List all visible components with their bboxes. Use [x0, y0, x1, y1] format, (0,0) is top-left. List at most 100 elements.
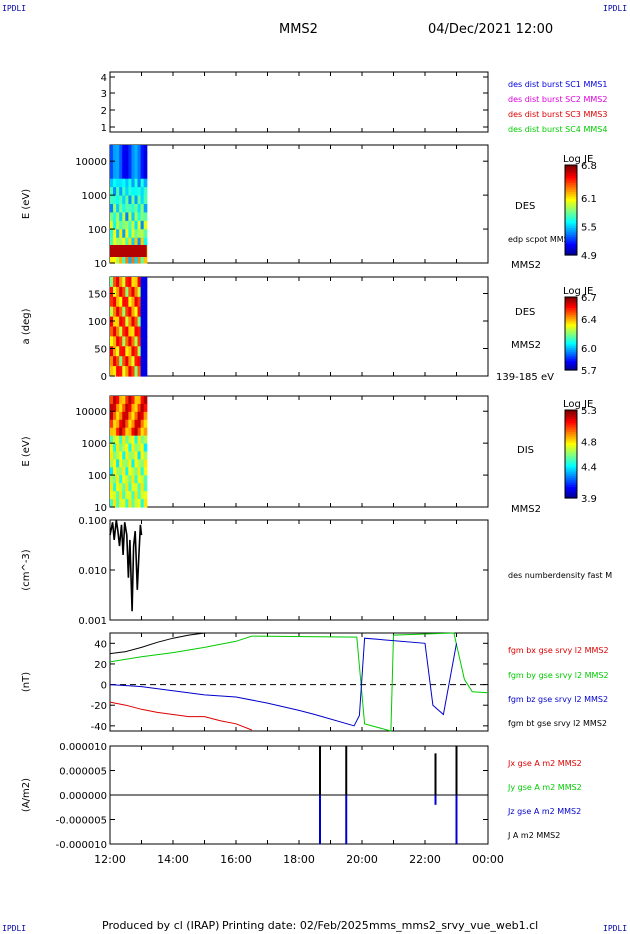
des-energy-panel-colorbar-cell [565, 205, 577, 209]
dis-energy-panel-cell [128, 459, 133, 468]
des-pitch-panel-cell [119, 306, 123, 318]
des-pitch-panel-colorbar-cell [565, 366, 577, 369]
dis-energy-panel-cell [143, 499, 148, 508]
des-energy-panel-cell [119, 254, 123, 264]
bx-series-line [109, 701, 252, 731]
dis-energy-panel-cell [140, 467, 145, 476]
des-pitch-panel-cell [116, 346, 120, 357]
spacecraft-title: MMS2 [279, 22, 318, 37]
dis-energy-panel-cell [125, 475, 129, 484]
dis-energy-panel-colorbar-cell [565, 443, 577, 446]
des-pitch-panel-cell [143, 336, 148, 347]
des-pitch-panel-cell [131, 356, 136, 367]
des-energy-panel-colorbar-cell [565, 230, 577, 234]
dis-energy-panel-cell [125, 427, 129, 437]
des-energy-panel-colorbar-cell [565, 183, 577, 186]
des-pitch-panel-cell [134, 286, 139, 298]
des-pitch-panel-cell [122, 326, 126, 337]
des-energy-panel-cell [116, 204, 120, 214]
des-pitch-panel-cell [128, 306, 133, 318]
des-pitch-panel-colorbar-cell [565, 342, 577, 346]
des-energy-panel-cell [143, 195, 148, 205]
dis-energy-panel-cell [122, 435, 126, 445]
dis-energy-panel-frame [109, 395, 489, 508]
des-energy-panel-cell [128, 161, 133, 171]
des-pitch-panel-cell [110, 286, 114, 298]
des-energy-panel-cell [119, 153, 123, 163]
des-energy-panel-cell [143, 170, 148, 180]
des-energy-panel-cell [134, 195, 139, 205]
des-energy-panel-y-tick-label: 100 [88, 225, 107, 236]
des-energy-panel-cell [128, 204, 133, 214]
des-pitch-panel-colorbar-cell [565, 311, 577, 315]
des-energy-panel-colorbar-tick-label: 4.9 [581, 251, 597, 262]
corner-mark-br: IPDLI [603, 924, 628, 933]
current-panel-y-tick-label: -0.000005 [56, 816, 107, 827]
dis-energy-panel-cell [131, 419, 136, 429]
dis-energy-panel-colorbar-title: Log JE [563, 399, 593, 410]
des-energy-panel-cell [128, 212, 133, 222]
dis-energy-panel-colorbar-cell [565, 414, 577, 418]
des-energy-panel-cell [122, 220, 126, 230]
current-panel-x-tick-label: 20:00 [346, 853, 378, 866]
dis-energy-panel-colorbar-tick-label: 4.4 [581, 463, 597, 474]
des-energy-panel-colorbar-cell [565, 167, 577, 171]
des-pitch-panel-cell [113, 326, 117, 337]
dis-energy-panel-cell [134, 427, 139, 437]
footer-printing-date: Printing date: 02/Feb/2025 [222, 919, 369, 932]
des-pitch-panel-cell [125, 277, 129, 288]
des-pitch-panel-colorbar-cell [565, 346, 577, 349]
dis-energy-panel-cell [113, 491, 117, 500]
des-energy-panel-cell [110, 145, 114, 155]
burst-panel-y-tick-label: 3 [101, 89, 107, 100]
dis-energy-panel-colorbar-cell [565, 454, 577, 457]
des-pitch-panel-cell [125, 346, 129, 357]
des-pitch-panel-colorbar-title: Log JE [563, 286, 593, 297]
des-energy-panel-cell [125, 212, 129, 222]
des-pitch-panel-cell [131, 316, 136, 328]
des-energy-panel-colorbar-cell [565, 223, 577, 227]
des-pitch-panel-cell [119, 356, 123, 367]
des-energy-panel-cell [110, 254, 114, 264]
dis-energy-panel-cell [122, 459, 126, 468]
des-energy-panel-cell [110, 153, 114, 163]
des-pitch-panel-cell [131, 336, 136, 347]
des-energy-panel-cell [134, 254, 139, 264]
des-pitch-panel-cell [134, 277, 139, 288]
des-pitch-panel-cell [140, 306, 145, 318]
des-energy-panel-colorbar-cell [565, 165, 577, 168]
dis-energy-panel-colorbar-frame [564, 409, 578, 499]
bfield-panel-frame [109, 632, 489, 732]
dis-energy-panel-cell [116, 451, 120, 461]
des-pitch-panel-colorbar-tick-label: 5.7 [581, 366, 597, 377]
des-pitch-panel-cell [119, 346, 123, 357]
des-pitch-panel-colorbar-cell [565, 368, 577, 371]
des-energy-panel-colorbar-cell [565, 203, 577, 207]
des-energy-panel-cell [140, 153, 145, 163]
burst-panel-y-tick-label: 1 [101, 123, 107, 134]
des-energy-panel-cell [119, 220, 123, 230]
dis-energy-panel-cell [131, 411, 136, 421]
des-energy-panel-colorbar-cell [565, 219, 577, 222]
dis-energy-panel-colorbar-cell [565, 427, 577, 431]
dis-energy-panel-cell [140, 403, 145, 413]
des-pitch-panel-cell [110, 316, 114, 328]
corner-mark-tl: IPDLI [2, 4, 27, 13]
des-pitch-panel-cell [119, 286, 123, 298]
dis-energy-panel-cell [116, 435, 120, 445]
des-energy-panel-cell [119, 195, 123, 205]
des-pitch-panel-cell [113, 286, 117, 298]
density-panel-y-tick-label: 0.001 [78, 616, 107, 627]
dis-energy-panel-cell [110, 443, 114, 453]
density-panel-y-axis-label: (cm^-3) [21, 549, 32, 590]
dis-energy-panel-cell [113, 475, 117, 484]
des-pitch-panel-cell [143, 316, 148, 328]
des-pitch-panel-cell [122, 316, 126, 328]
dis-energy-panel-colorbar-cell [565, 438, 577, 442]
dis-energy-panel-cell [116, 483, 120, 492]
dis-energy-panel-cell [134, 396, 139, 405]
dis-energy-panel-cell [125, 459, 129, 468]
des-energy-panel-cell [122, 161, 126, 171]
des-energy-panel-cell [119, 237, 123, 247]
des-pitch-panel-colorbar-cell [565, 331, 577, 335]
